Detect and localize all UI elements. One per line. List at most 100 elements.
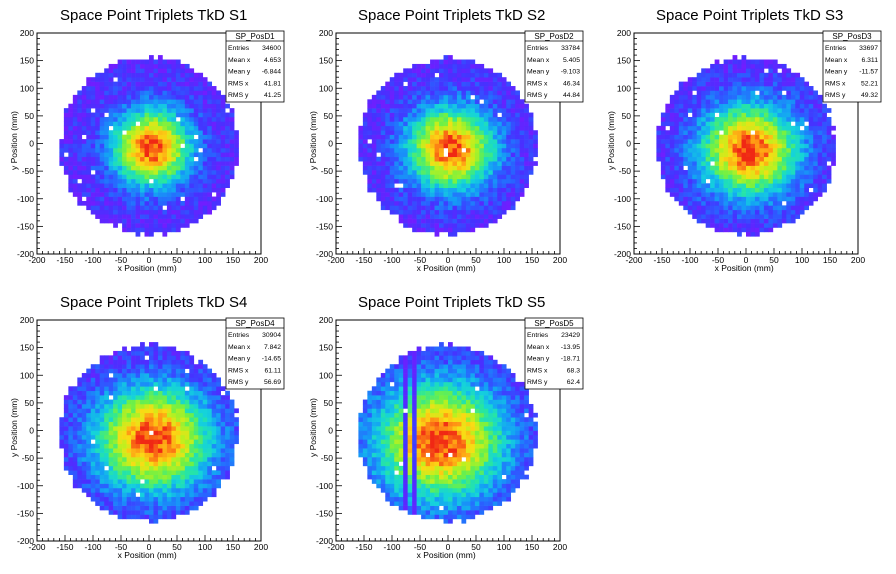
- heatmap-cell: [443, 99, 449, 105]
- heatmap-cell: [140, 134, 145, 140]
- heatmap-cell: [140, 461, 145, 467]
- heatmap-cell: [122, 474, 127, 480]
- heatmap-cell: [162, 430, 168, 436]
- heatmap-cell: [140, 492, 145, 498]
- heatmap-cell: [741, 90, 747, 96]
- heatmap-cell: [104, 439, 109, 445]
- heatmap-cell: [135, 99, 141, 105]
- heatmap-cell: [90, 417, 96, 422]
- heatmap-cell: [153, 152, 159, 158]
- heatmap-cell: [385, 112, 391, 118]
- heatmap-cell: [398, 103, 404, 109]
- heatmap-cell: [162, 68, 168, 74]
- heatmap-cell: [108, 214, 114, 219]
- heatmap-cell: [719, 218, 724, 224]
- heatmap-cell: [131, 483, 136, 489]
- heatmap-cell: [687, 130, 693, 135]
- heatmap-cell: [117, 501, 123, 506]
- heatmap-cell: [104, 399, 109, 405]
- heatmap-cell: [126, 125, 132, 131]
- heatmap-cell: [207, 99, 213, 105]
- heatmap-cell: [683, 125, 689, 131]
- heatmap-cell: [674, 147, 680, 153]
- heatmap-cell: [519, 183, 525, 188]
- x-tick-label: 0: [446, 255, 451, 265]
- heatmap-cell: [90, 430, 96, 436]
- heatmap-cell: [157, 514, 163, 520]
- heatmap-cell: [149, 161, 154, 166]
- heatmap-cell: [804, 196, 810, 202]
- heatmap-cell: [443, 139, 449, 144]
- heatmap-cell: [135, 483, 141, 489]
- heatmap-cell: [144, 187, 150, 193]
- heatmap-cell: [799, 112, 805, 118]
- heatmap-cell: [126, 487, 132, 493]
- heatmap-cell: [678, 192, 684, 197]
- heatmap-cell: [750, 147, 756, 153]
- heatmap-cell: [184, 63, 190, 69]
- heatmap-cell: [786, 134, 792, 140]
- heatmap-cell: [425, 161, 431, 166]
- heatmap-cell: [95, 200, 101, 206]
- heatmap-cell: [804, 116, 810, 122]
- heatmap-cell: [135, 156, 141, 162]
- heatmap-cell: [506, 200, 512, 206]
- y-tick-label: -200: [614, 249, 631, 259]
- heatmap-cell: [108, 412, 114, 418]
- heatmap-cell: [81, 421, 87, 427]
- heatmap-cell: [501, 147, 507, 153]
- heatmap-cell: [198, 103, 204, 109]
- heatmap-cell: [786, 187, 792, 193]
- heatmap-cell: [732, 112, 738, 118]
- heatmap-cell: [448, 161, 453, 166]
- heatmap-cell: [768, 209, 774, 215]
- heatmap-cell: [77, 395, 83, 400]
- heatmap-cell: [804, 156, 810, 162]
- heatmap-cell: [696, 218, 702, 224]
- heatmap-cell: [674, 161, 680, 166]
- heatmap-cell: [180, 483, 186, 489]
- heatmap-cell: [171, 94, 177, 100]
- y-tick-label: -50: [619, 166, 632, 176]
- heatmap-cell: [831, 147, 836, 153]
- heatmap-cell: [790, 112, 796, 118]
- heatmap-cell: [166, 174, 172, 180]
- heatmap-cell: [153, 192, 159, 197]
- heatmap-cell: [826, 147, 832, 153]
- heatmap-cell: [140, 192, 145, 197]
- heatmap-cell: [772, 108, 778, 113]
- heatmap-cell: [86, 116, 92, 122]
- heatmap-cell: [763, 63, 769, 69]
- heatmap-cell: [403, 161, 408, 166]
- heatmap-cell: [768, 108, 774, 113]
- heatmap-cell: [456, 196, 462, 202]
- heatmap-cell: [72, 474, 78, 480]
- heatmap-cell: [804, 134, 810, 140]
- heatmap-cell: [443, 90, 449, 96]
- heatmap-cell: [135, 426, 141, 431]
- heatmap-cell: [723, 196, 729, 202]
- heatmap-cell: [416, 99, 422, 105]
- heatmap-cell: [728, 130, 733, 135]
- heatmap-cell: [113, 183, 118, 188]
- heatmap-cell: [403, 196, 408, 202]
- heatmap-cell: [759, 134, 765, 140]
- heatmap-cell: [528, 134, 534, 140]
- heatmap-cell: [198, 108, 204, 113]
- heatmap-cell: [817, 183, 823, 188]
- heatmap-cell: [389, 161, 395, 166]
- heatmap-cell: [389, 103, 395, 109]
- heatmap-cell: [367, 174, 373, 180]
- heatmap-cell: [434, 77, 440, 82]
- heatmap-cell: [705, 72, 711, 78]
- heatmap-cell: [122, 421, 127, 427]
- heatmap-cell: [772, 112, 778, 118]
- heatmap-cell: [99, 355, 105, 361]
- heatmap-cell: [799, 200, 805, 206]
- heatmap-cell: [144, 103, 150, 109]
- heatmap-cell: [710, 63, 715, 69]
- heatmap-cell: [456, 81, 462, 87]
- x-tick-label: 200: [851, 255, 865, 265]
- heatmap-cell: [456, 143, 462, 149]
- heatmap-cell: [398, 178, 404, 184]
